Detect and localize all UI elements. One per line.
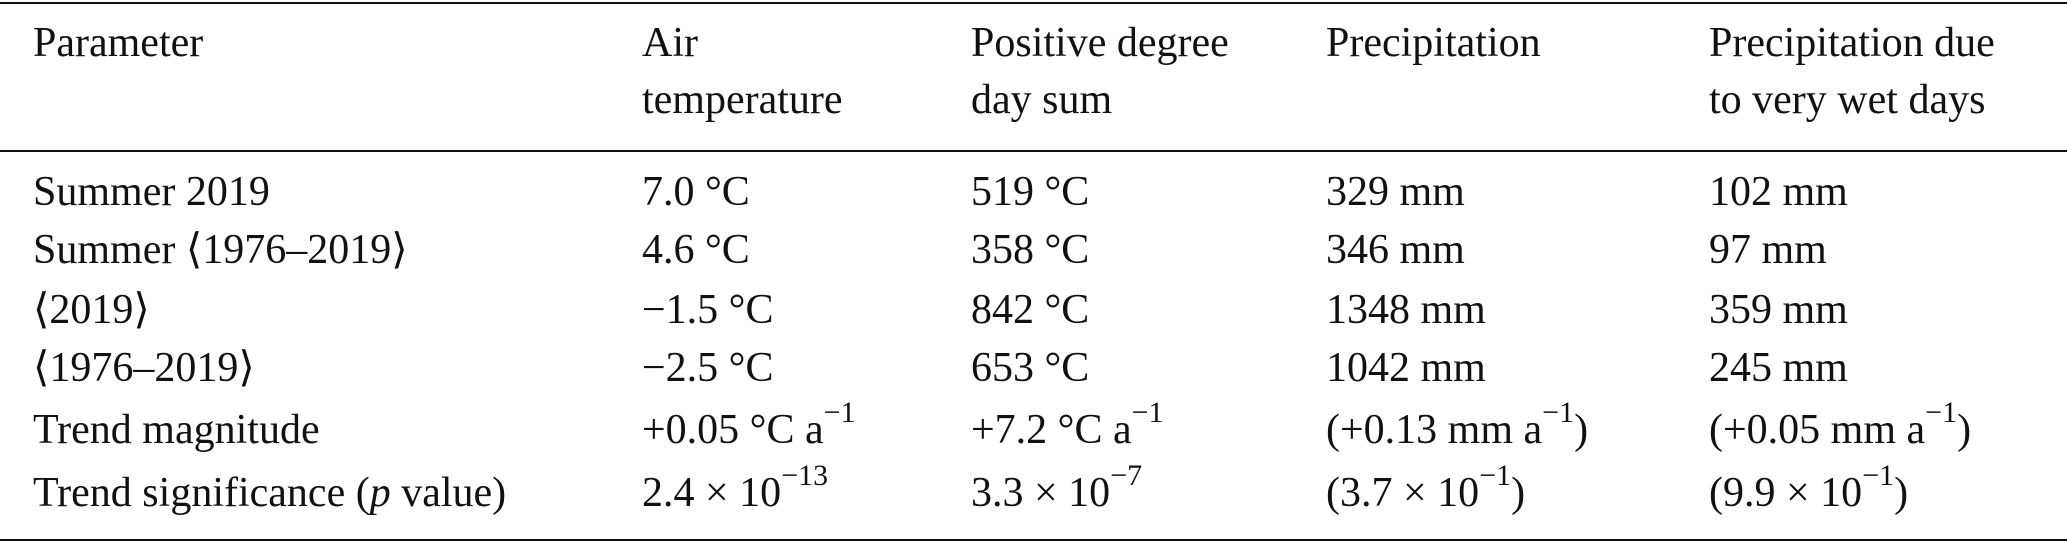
table-cell: Trend significance (p value) — [33, 465, 506, 521]
bottom-rule — [0, 539, 2067, 541]
header-cell: Precipitation — [1326, 20, 1541, 66]
table-cell: 359 mm — [1709, 287, 1848, 333]
table-cell: 346 mm — [1326, 227, 1465, 273]
table-cell: −1.5 °C — [642, 287, 774, 333]
table-cell: Summer ⟨1976–2019⟩ — [33, 227, 408, 273]
header-cell: temperature — [642, 77, 843, 123]
top-rule — [0, 2, 2067, 4]
header-cell: to very wet days — [1709, 77, 1986, 123]
table-cell: 1042 mm — [1326, 345, 1486, 391]
cell-text: Trend significance ( — [33, 470, 370, 516]
table-cell: 7.0 °C — [642, 169, 750, 215]
cell-exponent: −1 — [823, 396, 856, 429]
header-cell: day sum — [971, 77, 1113, 123]
cell-text: ) — [1511, 470, 1526, 516]
table-cell: 97 mm — [1709, 227, 1827, 273]
table-cell: −2.5 °C — [642, 345, 774, 391]
table-cell: (+0.05 mm a−1) — [1709, 398, 1972, 458]
cell-exponent: −1 — [1479, 459, 1512, 492]
table-cell: (9.9 × 10−1) — [1709, 461, 1909, 521]
table-cell: 4.6 °C — [642, 227, 750, 273]
cell-exponent: −13 — [781, 459, 829, 492]
header-cell: Positive degree — [971, 20, 1229, 66]
table-cell: Summer 2019 — [33, 169, 270, 215]
table-cell: +7.2 °C a−1 — [971, 398, 1164, 458]
table-cell: ⟨1976–2019⟩ — [33, 345, 255, 391]
table-cell: 653 °C — [971, 345, 1090, 391]
cell-exponent: −7 — [1110, 459, 1143, 492]
table-cell: 3.3 × 10−7 — [971, 461, 1142, 521]
table-cell: 842 °C — [971, 287, 1090, 333]
cell-text: (+0.05 mm a — [1709, 407, 1926, 453]
cell-text: ) — [1574, 407, 1589, 453]
table-cell: (3.7 × 10−1) — [1326, 461, 1526, 521]
table-cell: 329 mm — [1326, 169, 1465, 215]
cell-text: 3.3 × 10 — [971, 470, 1111, 516]
cell-exponent: −1 — [1925, 396, 1958, 429]
table-cell: Trend magnitude — [33, 407, 320, 453]
cell-text: (+0.13 mm a — [1326, 407, 1543, 453]
cell-exponent: −1 — [1542, 396, 1575, 429]
cell-exponent: −1 — [1862, 459, 1895, 492]
table-cell: 519 °C — [971, 169, 1090, 215]
cell-text: ) — [1894, 470, 1909, 516]
header-cell: Air — [642, 20, 698, 66]
header-rule — [0, 150, 2067, 152]
table-cell: 1348 mm — [1326, 287, 1486, 333]
cell-text: +7.2 °C a — [971, 407, 1132, 453]
header-cell: Parameter — [33, 20, 204, 66]
table-cell: (+0.13 mm a−1) — [1326, 398, 1589, 458]
cell-text: +0.05 °C a — [642, 407, 824, 453]
table-cell: +0.05 °C a−1 — [642, 398, 856, 458]
cell-exponent: −1 — [1131, 396, 1164, 429]
table-cell: 102 mm — [1709, 169, 1848, 215]
cell-text: (9.9 × 10 — [1709, 470, 1863, 516]
table-cell: 358 °C — [971, 227, 1090, 273]
cell-italic: p — [369, 470, 391, 516]
header-cell: Precipitation due — [1709, 20, 1995, 66]
cell-text: ) — [1957, 407, 1972, 453]
cell-text: value) — [390, 470, 507, 516]
cell-text: 2.4 × 10 — [642, 470, 782, 516]
table-cell: 2.4 × 10−13 — [642, 461, 828, 521]
table-cell: ⟨2019⟩ — [33, 287, 150, 333]
cell-text: (3.7 × 10 — [1326, 470, 1480, 516]
table-cell: 245 mm — [1709, 345, 1848, 391]
